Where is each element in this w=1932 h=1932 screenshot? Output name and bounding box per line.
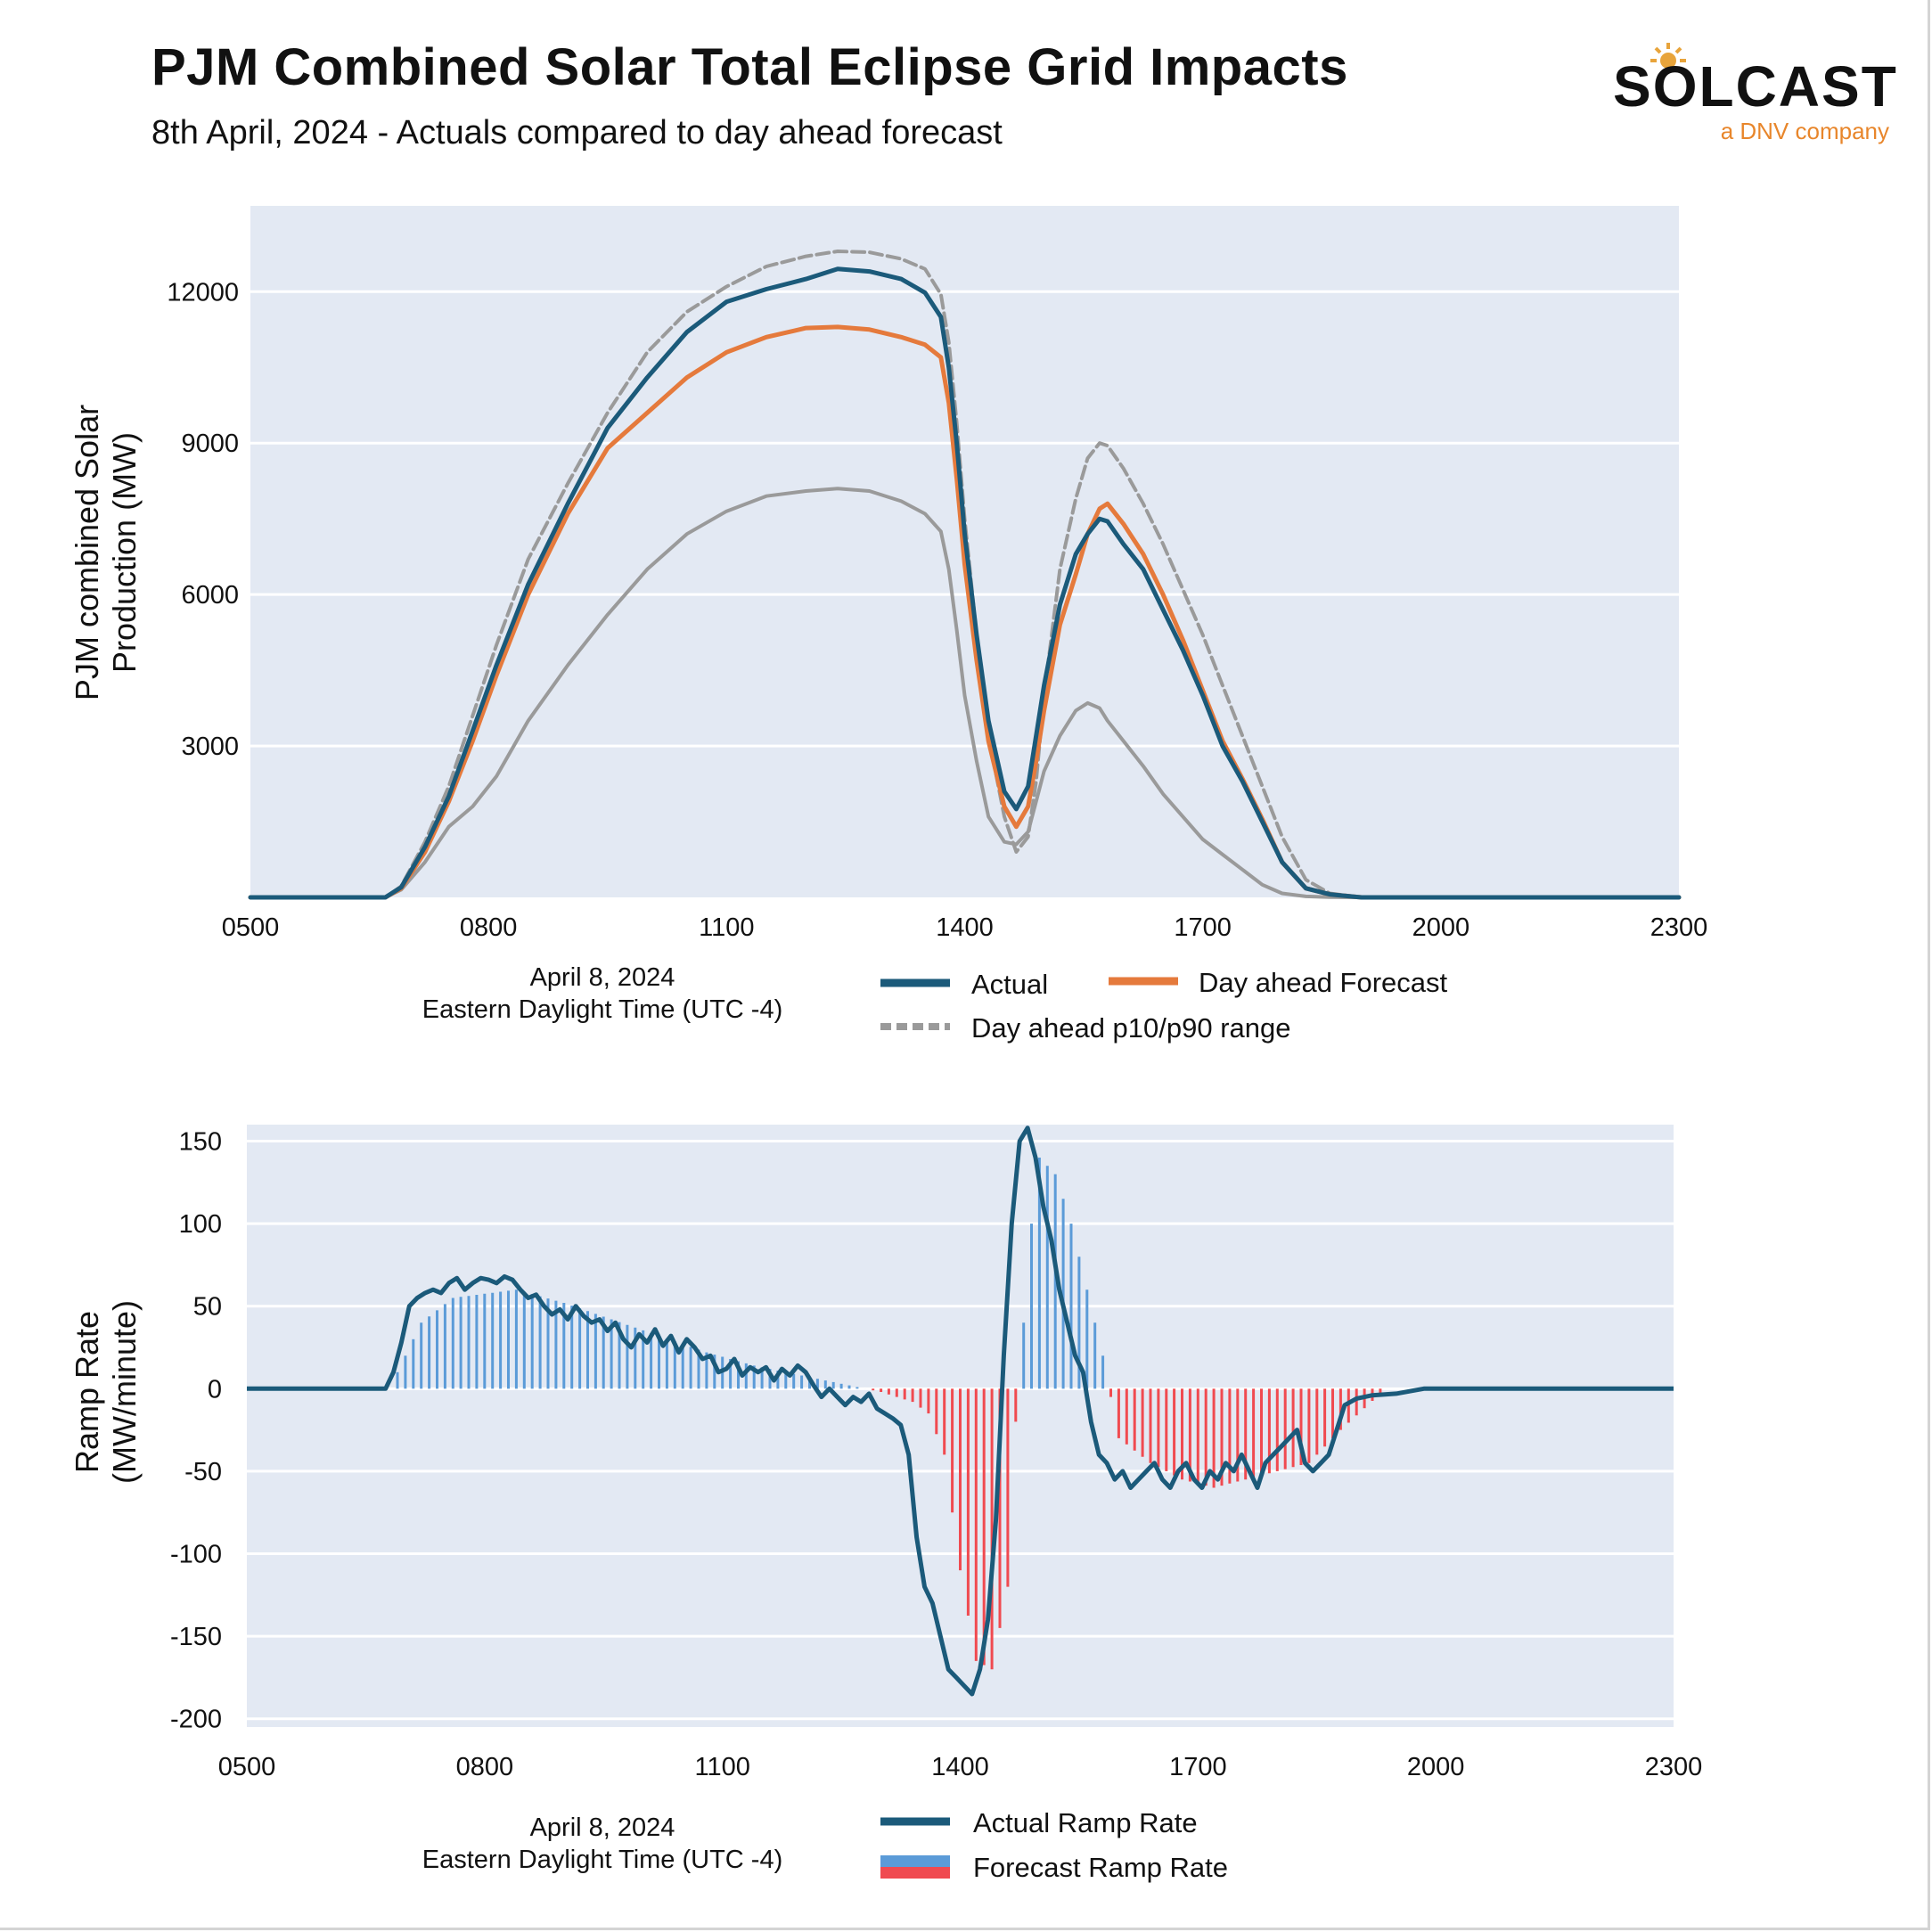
logo-tagline: a DNV company bbox=[1720, 118, 1889, 144]
ramp-y-tick-label: -50 bbox=[184, 1458, 222, 1486]
legend-forecast-ramp-swatch-pos bbox=[880, 1855, 950, 1867]
solcast-logo: SOLCAST a DNV company bbox=[1613, 36, 1896, 151]
production-y-tick-label: 9000 bbox=[181, 430, 239, 458]
ramp-xlabel-line-1: April 8, 2024 bbox=[530, 1813, 675, 1842]
ramp-x-tick-label: 0800 bbox=[456, 1753, 514, 1781]
legend-forecast-ramp-label: Forecast Ramp Rate bbox=[973, 1852, 1228, 1883]
ramp-y-tick-label: 0 bbox=[208, 1375, 222, 1404]
legend-range-label: Day ahead p10/p90 range bbox=[971, 1012, 1291, 1044]
ramp-y-tick-label: 100 bbox=[179, 1210, 222, 1239]
ramp-x-tick-label: 0500 bbox=[218, 1753, 276, 1781]
production-x-tick-label: 2300 bbox=[1650, 913, 1708, 942]
ramp-x-tick-label: 1700 bbox=[1169, 1753, 1227, 1781]
production-series-actual bbox=[248, 266, 1682, 900]
production-x-tick-label: 1100 bbox=[699, 913, 754, 942]
production-ylabel-line-2: Production (MW) bbox=[106, 432, 143, 673]
chart-subtitle: 8th April, 2024 - Actuals compared to da… bbox=[151, 114, 1003, 151]
ramp-plot-area bbox=[247, 1125, 1674, 1727]
production-x-tick-label: 0500 bbox=[222, 913, 280, 942]
ramp-y-tick-label: 50 bbox=[193, 1293, 222, 1322]
production-ylabel-line-1: PJM combined Solar bbox=[69, 405, 105, 700]
ramp-xlabel-line-2: Eastern Daylight Time (UTC -4) bbox=[422, 1846, 783, 1874]
ramp-y-tick-label: -200 bbox=[170, 1706, 222, 1734]
production-chart: 3000 6000 9000 12000 0500 0800 1100 1400 1700 20… bbox=[69, 206, 1708, 1044]
ramp-ylabel-line-2: (MW/minute) bbox=[106, 1300, 143, 1484]
production-x-tick-label: 2000 bbox=[1412, 913, 1470, 942]
production-y-tick-label: 3000 bbox=[181, 733, 239, 761]
production-y-tick-label: 6000 bbox=[181, 581, 239, 610]
ramp-legend: Actual Ramp Rate Forecast Ramp Rate bbox=[880, 1807, 1228, 1883]
legend-forecast-ramp-swatch-neg bbox=[880, 1867, 950, 1879]
actual-ramp-line bbox=[247, 1126, 1674, 1697]
ramp-x-tick-label: 1400 bbox=[931, 1753, 989, 1781]
production-x-tick-label: 0800 bbox=[460, 913, 518, 942]
production-x-tick-label: 1400 bbox=[936, 913, 994, 942]
ramp-y-axis-label: Ramp Rate (MW/minute) bbox=[69, 1300, 143, 1484]
production-y-axis-label: PJM combined Solar Production (MW) bbox=[69, 405, 143, 700]
legend-actual-label: Actual bbox=[971, 969, 1048, 1000]
ramp-y-tick-label: -150 bbox=[170, 1623, 222, 1651]
ramp-y-tick-label: 150 bbox=[179, 1128, 222, 1157]
production-series-day-ahead-p10 bbox=[249, 487, 1681, 899]
production-x-tick-label: 1700 bbox=[1174, 913, 1232, 942]
production-y-tick-label: 12000 bbox=[167, 278, 239, 307]
sun-icon bbox=[1650, 43, 1686, 69]
legend-actual-ramp-label: Actual Ramp Rate bbox=[973, 1807, 1198, 1838]
chart-title: PJM Combined Solar Total Eclipse Grid Im… bbox=[151, 38, 1348, 96]
production-xlabel-line-1: April 8, 2024 bbox=[530, 963, 675, 992]
ramp-y-tick-label: -100 bbox=[170, 1541, 222, 1569]
ramp-x-tick-label: 1100 bbox=[694, 1753, 749, 1781]
production-xlabel-line-2: Eastern Daylight Time (UTC -4) bbox=[422, 995, 783, 1024]
production-legend: Actual Day ahead Forecast Day ahead p10/… bbox=[880, 967, 1448, 1044]
legend-forecast-label: Day ahead Forecast bbox=[1199, 967, 1448, 998]
logo-wordmark: SOLCAST bbox=[1613, 54, 1898, 119]
ramp-x-tick-label: 2300 bbox=[1645, 1753, 1703, 1781]
ramp-ylabel-line-1: Ramp Rate bbox=[69, 1311, 105, 1473]
ramp-x-tick-label: 2000 bbox=[1407, 1753, 1465, 1781]
